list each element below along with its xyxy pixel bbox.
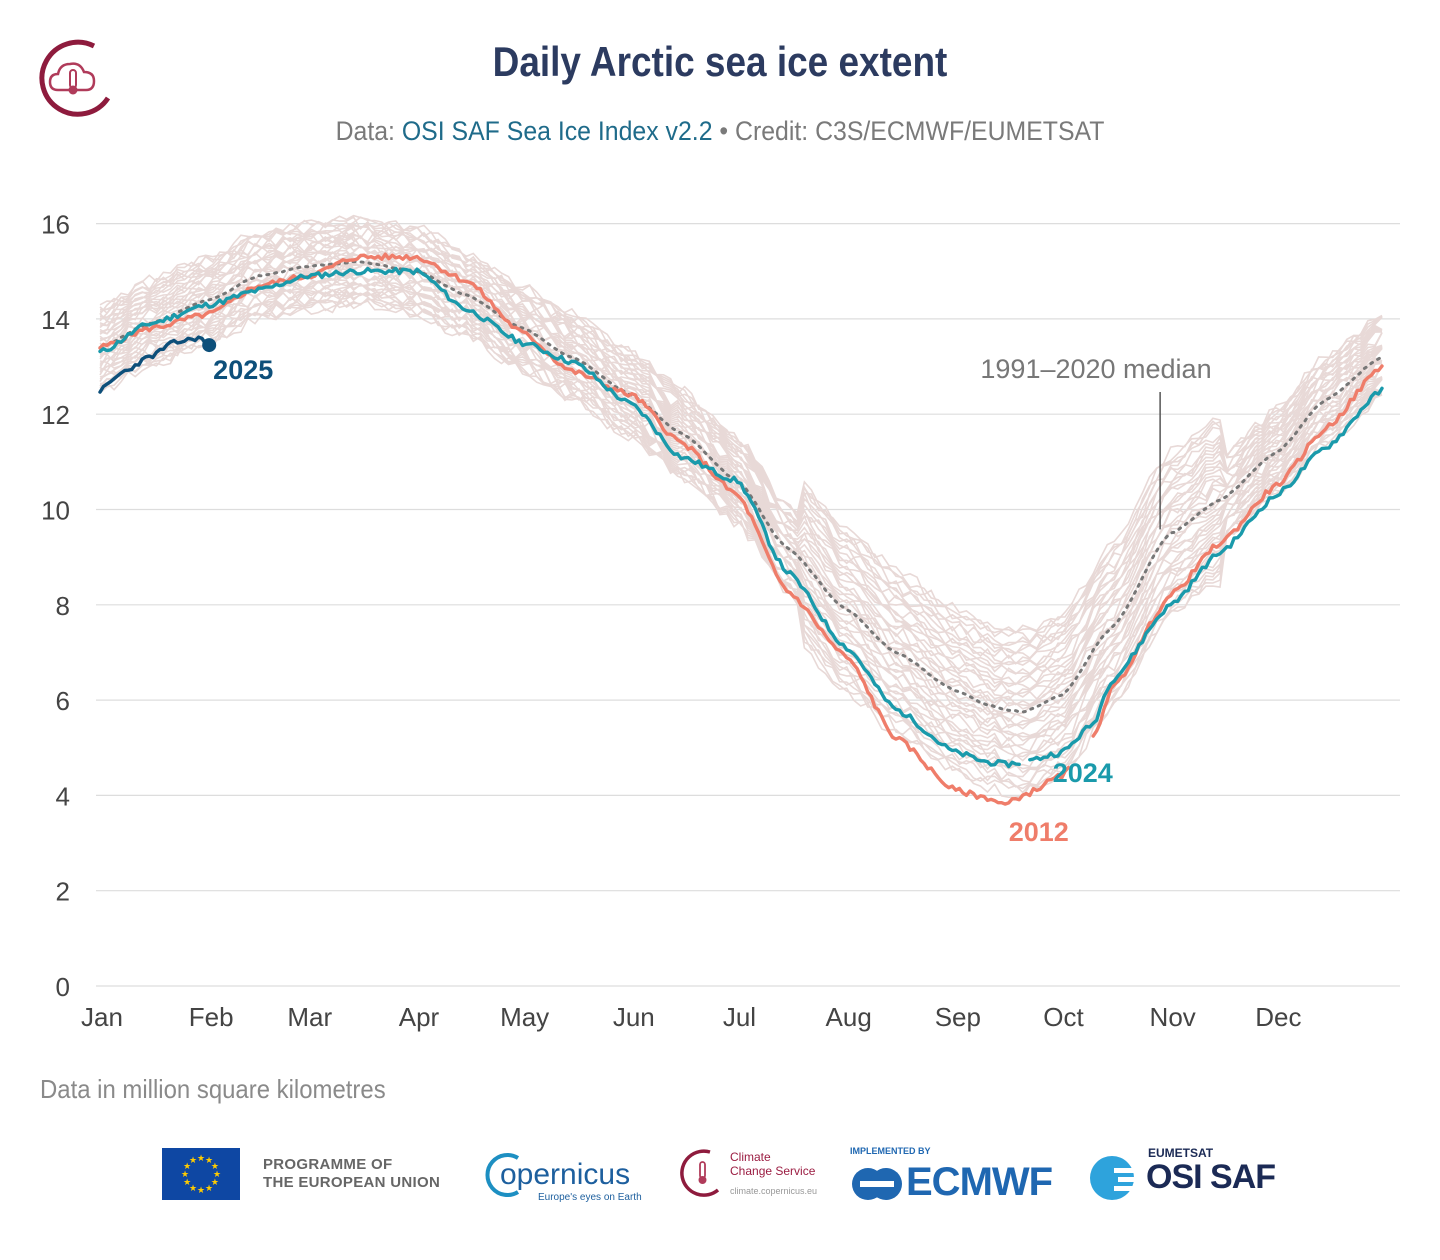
- eu-line-1: PROGRAMME OF: [263, 1156, 393, 1173]
- eu-star-icon: ★: [197, 1185, 205, 1195]
- x-tick-label: Sep: [935, 1002, 981, 1032]
- eu-star-icon: ★: [181, 1169, 189, 1179]
- eu-star-icon: ★: [211, 1177, 219, 1187]
- eu-star-icon: ★: [183, 1161, 191, 1171]
- historical-year-line: [99, 244, 1383, 690]
- unit-note: Data in million square kilometres: [40, 1074, 386, 1104]
- historical-year-line: [99, 214, 1383, 634]
- series-line-2024: [98, 266, 1384, 769]
- historical-year-line: [99, 234, 1383, 669]
- x-tick-label: Feb: [189, 1002, 234, 1032]
- osi-saf-mark-icon: [1090, 1156, 1140, 1200]
- historical-year-line: [99, 288, 1383, 770]
- x-tick-label: Nov: [1150, 1002, 1196, 1032]
- historical-year-line: [99, 283, 1383, 768]
- historical-year-line: [99, 226, 1383, 660]
- osi-saf-name: OSI SAF: [1146, 1158, 1276, 1196]
- historical-year-line: [99, 216, 1383, 634]
- ecmwf-logo: ECMWF: [850, 1160, 1065, 1204]
- y-tick-label: 4: [56, 781, 70, 811]
- eu-programme-text: PROGRAMME OF THE EUROPEAN UNION: [263, 1156, 440, 1192]
- series-line-2025: [98, 335, 211, 394]
- ccs-logo: Climate Change Service climate.copernicus…: [676, 1146, 826, 1206]
- y-tick-label: 14: [41, 305, 70, 335]
- chart-subtitle: Data: OSI SAF Sea Ice Index v2.2 • Credi…: [58, 116, 1383, 147]
- historical-year-line: [99, 221, 1383, 647]
- eu-star-icon: ★: [189, 1155, 197, 1165]
- historical-year-line: [99, 254, 1383, 708]
- historical-year-line: [99, 235, 1383, 680]
- ecmwf-name: ECMWF: [906, 1160, 1053, 1204]
- eu-star-icon: ★: [205, 1155, 213, 1165]
- historical-year-line: [99, 271, 1383, 742]
- data-source-link[interactable]: OSI SAF Sea Ice Index v2.2: [401, 116, 713, 146]
- x-tick-label: Aug: [826, 1002, 872, 1032]
- y-tick-label: 6: [56, 686, 70, 716]
- ccs-line-1: Climate: [730, 1150, 771, 1164]
- historical-year-line: [99, 298, 1383, 794]
- historical-year-line: [99, 282, 1383, 758]
- latest-point-2025: [202, 338, 217, 353]
- subtitle-credit: • Credit: C3S/ECMWF/EUMETSAT: [712, 116, 1105, 146]
- ecmwf-implemented-by: IMPLEMENTED BY: [850, 1146, 931, 1156]
- eu-star-icon: ★: [205, 1183, 213, 1193]
- series-line-2012: [98, 252, 1384, 806]
- eu-star-icon: ★: [197, 1153, 205, 1163]
- historical-year-line: [99, 273, 1383, 748]
- x-tick-label: Jan: [81, 1002, 123, 1032]
- x-tick-label: Apr: [399, 1002, 440, 1032]
- x-tick-label: Jun: [613, 1002, 655, 1032]
- chart-title: Daily Arctic sea ice extent: [492, 38, 948, 85]
- eu-line-2: THE EUROPEAN UNION: [263, 1174, 441, 1191]
- eumetsat-text: EUMETSAT: [1148, 1146, 1214, 1160]
- label-2024: 2024: [1053, 758, 1113, 788]
- partner-logos: ★ ★ ★ ★ ★ ★ ★ ★ ★ ★ ★ ★ PROGRAMME OF THE EUROPEAN UN…: [0, 1140, 1440, 1210]
- x-tick-label: Mar: [287, 1002, 332, 1032]
- y-tick-label: 12: [41, 400, 70, 430]
- copernicus-logo: opernicus Europe's eyes on Earth: [484, 1144, 644, 1206]
- osi-saf-logo: EUMETSAT OSI SAF: [1088, 1144, 1288, 1206]
- ecmwf-mark-icon: [852, 1168, 902, 1200]
- label-2025: 2025: [213, 355, 273, 385]
- y-tick-label: 10: [41, 495, 70, 525]
- sea-ice-chart: 0 2 4 6 8 10 12 14 16 Jan Feb Mar Apr May Jun Jul Aug Sep…: [41, 210, 1400, 1032]
- copernicus-name: opernicus: [500, 1158, 631, 1191]
- historical-year-line: [99, 269, 1383, 738]
- label-median: 1991–2020 median: [980, 354, 1211, 384]
- x-tick-label: Jul: [723, 1002, 756, 1032]
- x-tick-label: Oct: [1043, 1002, 1084, 1032]
- historical-year-line: [99, 234, 1383, 675]
- subtitle-prefix: Data:: [335, 116, 402, 146]
- copernicus-tagline: Europe's eyes on Earth: [538, 1192, 642, 1203]
- eu-star-icon: ★: [213, 1169, 221, 1179]
- ccs-mark-icon: [680, 1149, 720, 1197]
- historical-year-line: [99, 251, 1383, 706]
- y-tick-label: 0: [56, 972, 70, 1002]
- eu-star-icon: ★: [189, 1183, 197, 1193]
- historical-year-line: [99, 241, 1383, 688]
- y-tick-label: 8: [56, 591, 70, 621]
- x-tick-label: Dec: [1255, 1002, 1301, 1032]
- eu-star-icon: ★: [183, 1177, 191, 1187]
- historical-year-line: [99, 298, 1383, 799]
- ccs-line-2: Change Service: [730, 1164, 816, 1178]
- eu-star-icon: ★: [211, 1161, 219, 1171]
- y-tick-label: 16: [41, 210, 70, 240]
- copernicus-c-icon: [485, 1153, 520, 1197]
- ccs-title: Climate Change Service: [730, 1150, 815, 1178]
- x-tick-label: May: [500, 1002, 549, 1032]
- y-tick-label: 2: [56, 877, 70, 907]
- historical-year-line: [99, 288, 1383, 774]
- climate-change-service-logo-icon: [39, 39, 111, 117]
- ccs-url: climate.copernicus.eu: [730, 1186, 818, 1196]
- label-2012: 2012: [1009, 817, 1069, 847]
- historical-year-line: [99, 222, 1383, 647]
- eu-flag-icon: ★★★★★★★★★ ★ ★★: [162, 1148, 240, 1200]
